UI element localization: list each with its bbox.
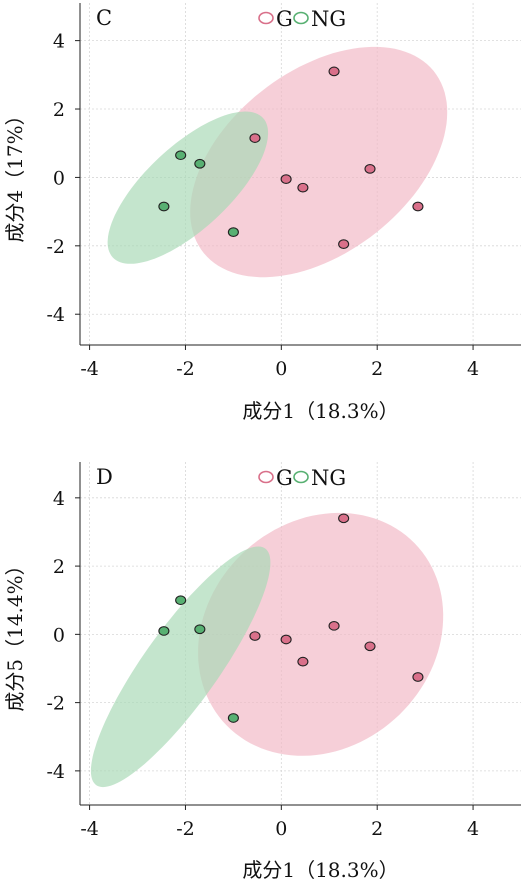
x-tick-label: 2 bbox=[371, 818, 383, 840]
x-tick-label: -4 bbox=[80, 358, 99, 380]
panel-label: D bbox=[96, 465, 113, 489]
data-point-NG bbox=[175, 595, 187, 606]
y-axis-title: 成分4（17%） bbox=[3, 105, 27, 242]
x-axis-title: 成分1（18.3%） bbox=[242, 399, 398, 423]
data-point-NG bbox=[227, 713, 239, 723]
data-point-G bbox=[364, 164, 376, 174]
y-tick-label: 2 bbox=[53, 556, 65, 578]
legend-label-G: G bbox=[276, 7, 293, 31]
y-tick-label: -4 bbox=[46, 304, 65, 326]
data-point-G bbox=[412, 201, 424, 212]
legend-marker-NG bbox=[293, 11, 309, 25]
legend-label-NG: NG bbox=[311, 466, 346, 490]
x-tick-label: -4 bbox=[80, 818, 99, 840]
y-tick-label: 2 bbox=[53, 99, 65, 121]
x-tick-label: -2 bbox=[176, 358, 195, 380]
data-point-G bbox=[249, 133, 261, 143]
data-point-G bbox=[297, 182, 309, 193]
legend-marker-G bbox=[258, 470, 274, 484]
y-tick-label: 0 bbox=[53, 624, 65, 646]
legend-label-G: G bbox=[276, 466, 293, 490]
data-point-G bbox=[338, 513, 350, 524]
x-tick-label: 2 bbox=[371, 358, 383, 380]
panel-label: C bbox=[96, 6, 112, 30]
data-point-NG bbox=[175, 150, 187, 161]
ellipse-NG bbox=[107, 111, 269, 264]
x-tick-label: 0 bbox=[275, 358, 287, 380]
x-axis-title: 成分1（18.3%） bbox=[242, 858, 398, 882]
data-point-G bbox=[328, 620, 340, 631]
y-tick-label: 4 bbox=[53, 488, 65, 510]
data-point-G bbox=[412, 672, 424, 682]
data-point-G bbox=[280, 174, 292, 184]
ellipse-G bbox=[190, 46, 448, 278]
data-point-NG bbox=[158, 201, 170, 212]
data-point-G bbox=[338, 239, 350, 249]
y-tick-label: -2 bbox=[46, 236, 65, 258]
legend-marker-G bbox=[258, 11, 274, 25]
data-point-G bbox=[280, 634, 292, 645]
x-tick-label: 4 bbox=[467, 818, 479, 840]
x-tick-label: -2 bbox=[176, 818, 195, 840]
data-point-G bbox=[249, 631, 261, 641]
data-point-G bbox=[297, 656, 309, 667]
x-tick-label: 4 bbox=[467, 358, 479, 380]
y-tick-label: 4 bbox=[53, 31, 65, 53]
y-tick-label: -2 bbox=[46, 693, 65, 715]
y-axis-title: 成分5（14.4%） bbox=[3, 555, 27, 711]
y-tick-label: -4 bbox=[46, 761, 65, 783]
data-point-G bbox=[364, 641, 376, 652]
data-point-NG bbox=[158, 626, 170, 636]
data-point-NG bbox=[227, 227, 239, 237]
ellipse-NG bbox=[90, 546, 271, 788]
chart-panel-C: -4 -2 0 2 4 -4 -2 0 2 4 C G NG 成分1（18.3%） 成分4（17%） bbox=[3, 3, 521, 423]
x-tick-label: 0 bbox=[275, 818, 287, 840]
legend-marker-NG bbox=[293, 470, 309, 484]
data-point-NG bbox=[194, 158, 206, 169]
chart-panel-D: -4 -2 0 2 4 -4 -2 0 2 4 D G NG 成分1（18.3%） 成分5（14.4%） bbox=[3, 462, 521, 882]
data-point-G bbox=[328, 66, 340, 77]
data-point-NG bbox=[194, 624, 206, 635]
y-tick-label: 0 bbox=[53, 167, 65, 189]
legend-label-NG: NG bbox=[311, 7, 346, 31]
